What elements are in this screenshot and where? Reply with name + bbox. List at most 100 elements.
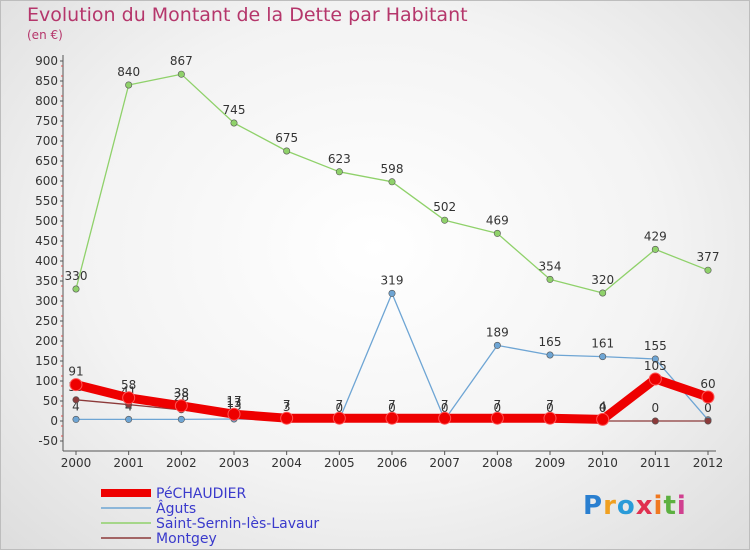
y-tick-label: 900 [35, 54, 58, 68]
data-point [493, 341, 501, 349]
y-tick-label: 750 [35, 114, 58, 128]
y-tick-label: 450 [35, 234, 58, 248]
data-label: 330 [65, 269, 88, 283]
data-label: 0 [336, 401, 344, 415]
data-label: 377 [697, 250, 720, 264]
logo-letter: x [635, 491, 654, 521]
data-point [546, 351, 554, 359]
data-point [388, 178, 396, 186]
y-tick-label: 850 [35, 74, 58, 88]
data-label: 429 [644, 229, 667, 243]
data-label: 7 [283, 398, 291, 412]
data-point [704, 266, 712, 274]
legend-label: PéCHAUDIER [156, 486, 246, 502]
y-tick-label: 50 [43, 394, 58, 408]
data-label: 675 [275, 131, 298, 145]
data-label: 7 [336, 398, 344, 412]
data-label: 7 [388, 398, 396, 412]
data-point [335, 168, 343, 176]
y-tick-label: 150 [35, 354, 58, 368]
data-point [599, 353, 607, 361]
data-label: 0 [546, 401, 554, 415]
data-point [385, 411, 399, 425]
data-label: 189 [486, 325, 509, 339]
data-label: 320 [591, 273, 614, 287]
data-point [72, 285, 80, 293]
y-tick-label: 200 [35, 334, 58, 348]
logo-letter: P [583, 491, 604, 521]
data-label: 58 [121, 378, 136, 392]
legend-label: Saint-Sernin-lès-Lavaur [156, 516, 319, 532]
data-point [651, 355, 659, 363]
data-point [704, 417, 712, 425]
data-point [438, 411, 452, 425]
y-tick-label: 0 [50, 414, 58, 428]
data-label: 0 [494, 401, 502, 415]
data-label: 7 [441, 398, 449, 412]
data-point [490, 411, 504, 425]
data-point [388, 289, 396, 297]
logo-letter: i [676, 491, 687, 521]
y-tick-label: 600 [35, 174, 58, 188]
data-label: 0 [388, 401, 396, 415]
data-label: 502 [433, 200, 456, 214]
data-point [701, 390, 715, 404]
x-tick-label: 2007 [429, 456, 460, 470]
data-point [599, 289, 607, 297]
data-label: 161 [591, 337, 614, 351]
y-tick-label: 550 [35, 194, 58, 208]
data-point [493, 229, 501, 237]
data-point [651, 245, 659, 253]
logo-letter: t [663, 491, 677, 521]
y-tick-label: -50 [38, 434, 58, 448]
x-tick-label: 2004 [271, 456, 302, 470]
y-tick-label: 350 [35, 274, 58, 288]
data-point [125, 415, 133, 423]
data-label: 0 [599, 401, 607, 415]
data-point [72, 396, 80, 404]
data-point [543, 411, 557, 425]
logo-letter: r [603, 491, 617, 521]
data-point [651, 417, 659, 425]
data-label: 17 [226, 394, 241, 408]
data-label: 7 [494, 398, 502, 412]
data-label: 319 [381, 273, 404, 287]
x-tick-label: 2011 [640, 456, 671, 470]
data-point [332, 411, 346, 425]
y-tick-label: 500 [35, 214, 58, 228]
x-tick-label: 2005 [324, 456, 355, 470]
legend-label: Âguts [156, 499, 196, 517]
data-label: 0 [652, 401, 660, 415]
x-tick-label: 2002 [166, 456, 197, 470]
legend-label: Montgey [156, 531, 217, 547]
y-tick-label: 800 [35, 94, 58, 108]
x-tick-label: 2009 [535, 456, 566, 470]
data-label: 4 [72, 399, 80, 413]
chart-title: Evolution du Montant de la Dette par Hab… [27, 4, 468, 26]
data-point [596, 412, 610, 426]
data-point [280, 411, 294, 425]
y-tick-label: 650 [35, 154, 58, 168]
data-label: 0 [704, 401, 712, 415]
x-tick-label: 2012 [693, 456, 724, 470]
data-point [125, 81, 133, 89]
data-point [69, 378, 83, 392]
data-label: 60 [700, 377, 715, 391]
data-point [546, 275, 554, 283]
data-label: 3 [283, 400, 291, 414]
data-point [283, 147, 291, 155]
data-point [177, 415, 185, 423]
data-label: 840 [117, 65, 140, 79]
y-tick-label: 100 [35, 374, 58, 388]
logo-letter: i [653, 491, 664, 521]
data-label: 105 [644, 359, 667, 373]
data-point [174, 399, 188, 413]
data-point [648, 372, 662, 386]
y-tick-label: 700 [35, 134, 58, 148]
unit-label: (en €) [27, 28, 63, 42]
data-label: 13 [226, 396, 241, 410]
y-tick-label: 300 [35, 294, 58, 308]
logo-letter: o [616, 491, 636, 521]
